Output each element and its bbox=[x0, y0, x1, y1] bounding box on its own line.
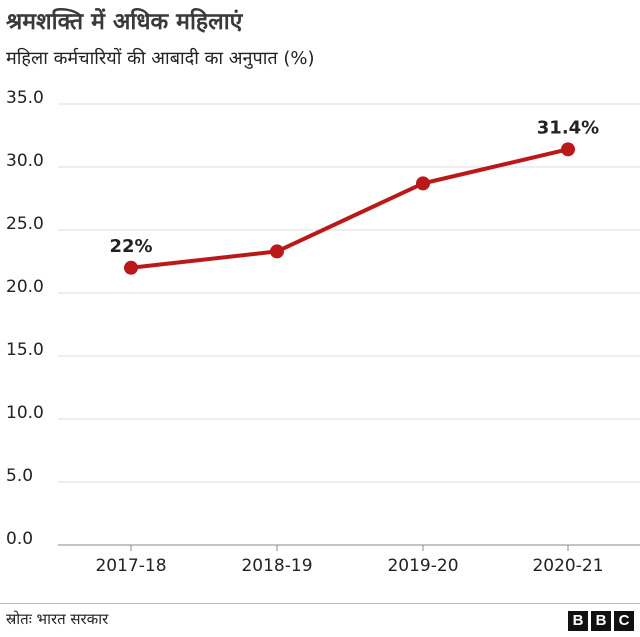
y-tick-label: 25.0 bbox=[6, 214, 44, 234]
x-tick-label: 2020-21 bbox=[532, 556, 603, 576]
bbc-logo: B B C bbox=[568, 611, 634, 631]
chart-subtitle: महिला कर्मचारियों की आबादी का अनुपात (%) bbox=[6, 48, 315, 69]
y-tick-label: 30.0 bbox=[6, 151, 44, 171]
chart-title: श्रमशक्ति में अधिक महिलाएं bbox=[6, 9, 243, 35]
data-label: 31.4% bbox=[537, 117, 599, 138]
x-tick-label: 2018-19 bbox=[241, 556, 312, 576]
y-tick-label: 15.0 bbox=[6, 340, 44, 360]
footer: स्रोतः भारत सरकार B B C bbox=[0, 603, 640, 637]
y-tick-label: 35.0 bbox=[6, 88, 44, 108]
y-tick-label: 0.0 bbox=[6, 529, 33, 549]
y-tick-label: 10.0 bbox=[6, 403, 44, 423]
source-note: स्रोतः भारत सरकार bbox=[6, 610, 109, 628]
y-tick-label: 5.0 bbox=[6, 466, 33, 486]
x-tick-label: 2017-18 bbox=[95, 556, 166, 576]
data-point bbox=[416, 176, 430, 191]
data-label: 22% bbox=[109, 236, 152, 257]
data-point bbox=[270, 244, 284, 259]
data-point bbox=[561, 142, 575, 157]
data-point bbox=[124, 260, 138, 275]
x-tick-label: 2019-20 bbox=[387, 556, 458, 576]
bbc-logo-letter: B bbox=[591, 611, 611, 631]
series-line bbox=[129, 147, 570, 270]
bbc-logo-letter: B bbox=[568, 611, 588, 631]
bbc-logo-letter: C bbox=[614, 611, 634, 631]
y-tick-label: 20.0 bbox=[6, 277, 44, 297]
line-chart: 35.0 30.0 25.0 20.0 15.0 10.0 5.0 0.0 2017-18 201… bbox=[6, 88, 640, 576]
